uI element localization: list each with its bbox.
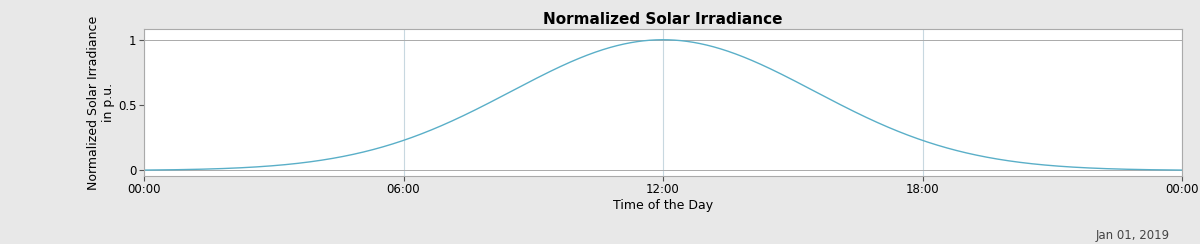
Y-axis label: Normalized Solar Irradiance
in p.u.: Normalized Solar Irradiance in p.u. — [88, 15, 115, 190]
Title: Normalized Solar Irradiance: Normalized Solar Irradiance — [544, 12, 782, 27]
Text: Jan 01, 2019: Jan 01, 2019 — [1096, 229, 1170, 242]
X-axis label: Time of the Day: Time of the Day — [613, 199, 713, 212]
